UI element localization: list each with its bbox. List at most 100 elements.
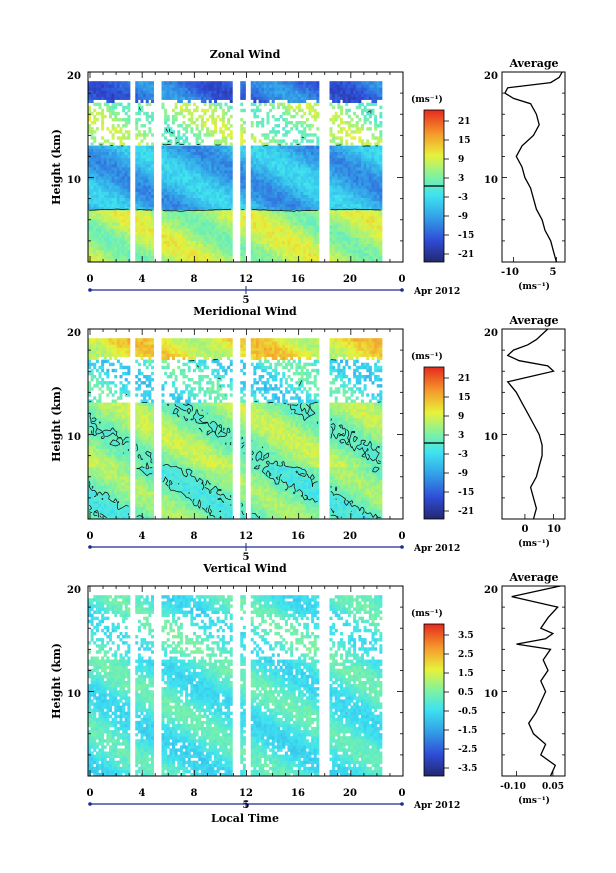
heatmap-cell [187,225,191,229]
heatmap-cell [358,81,362,85]
heatmap-cell [116,182,120,186]
heatmap-cell [292,228,296,232]
heatmap-cell [345,160,349,165]
heatmap-cell [261,157,265,162]
heatmap-cell [240,136,244,140]
heatmap-cell [98,216,102,220]
heatmap-cell [371,243,375,248]
heatmap-cell [313,84,317,88]
heatmap-cell [95,240,99,244]
heatmap-cell [240,194,244,198]
heatmap-cell [185,173,189,177]
heatmap-cell [221,136,225,140]
heatmap-cell [221,111,225,116]
heatmap-cell [282,249,286,254]
heatmap-cell [363,182,367,186]
heatmap-cell [119,167,123,171]
heatmap-cell [282,243,286,248]
heatmap-cell [103,225,107,229]
heatmap-cell [90,157,94,162]
heatmap-cell [182,182,186,186]
heatmap-cell [166,179,170,183]
heatmap-cell [93,182,97,186]
heatmap-cell [256,148,259,153]
heatmap-cell [295,200,299,205]
heatmap-cell [282,90,286,94]
heatmap-cell [119,163,123,168]
heatmap-cell [169,252,173,257]
heatmap-cell [90,222,94,226]
heatmap-cell [284,157,288,162]
heatmap-cell [216,222,220,226]
heatmap-cell [261,258,265,263]
heatmap-cell [179,99,183,103]
heatmap-cell [253,102,257,107]
heatmap-cell [169,151,173,156]
heatmap-cell [242,84,246,88]
heatmap-cell [140,219,144,223]
heatmap-cell [224,200,228,205]
heatmap-cell [101,93,105,97]
heatmap-cell [122,188,126,192]
heatmap-cell [290,203,294,208]
heatmap-cell [98,222,102,226]
heatmap-cell [316,96,320,100]
heatmap-cell [329,188,333,192]
heatmap-cell [101,219,105,223]
heatmap-cell [101,179,105,183]
heatmap-cell [111,99,115,103]
heatmap-cell [148,151,152,156]
heatmap-cell [211,197,215,202]
heatmap-cell [290,167,294,171]
heatmap-cell [329,148,333,153]
heatmap-cell [172,185,175,189]
heatmap-cell [208,194,212,198]
heatmap-cell [103,228,107,232]
heatmap-cell [347,243,351,248]
heatmap-cell [358,148,362,153]
heatmap-cell [284,185,288,189]
heatmap-cell [103,90,107,94]
heatmap-cell [271,167,275,171]
heatmap-cell [219,142,223,146]
heatmap-cell [219,216,223,220]
heatmap-cell [214,212,217,217]
heatmap-cell [342,151,346,156]
heatmap-cell [174,212,178,217]
heatmap-cell [166,167,170,171]
heatmap-cell [350,173,354,177]
heatmap-cell [279,255,283,260]
heatmap-cell [182,160,186,165]
heatmap-cell [376,246,380,251]
heatmap-cell [219,173,223,177]
heatmap-cell [93,209,97,214]
heatmap-cell [164,216,168,220]
heatmap-cell [298,249,301,254]
heatmap-cell [229,216,233,220]
heatmap-cell [166,216,170,220]
heatmap-cell [172,117,175,122]
heatmap-cell [206,209,210,214]
heatmap-cell [240,167,244,171]
heatmap-cell [93,185,97,189]
heatmap-cell [355,130,359,134]
heatmap-cell [366,182,370,186]
heatmap-cell [298,219,301,223]
heatmap-cell [198,133,202,137]
heatmap-cell [361,139,364,143]
heatmap-cell [98,228,102,232]
heatmap-cell [374,124,378,128]
heatmap-cell [187,216,191,220]
heatmap-cell [376,228,380,232]
heatmap-cell [211,130,215,134]
heatmap-cell [311,249,315,254]
heatmap-cell [161,206,165,211]
heatmap-cell [166,182,170,186]
heatmap-cell [124,234,128,238]
heatmap-cell [284,216,288,220]
heatmap-cell [135,87,139,91]
heatmap-cell [334,246,338,251]
heatmap-cell [203,111,207,116]
heatmap-cell [240,197,244,202]
heatmap-cell [200,222,204,226]
